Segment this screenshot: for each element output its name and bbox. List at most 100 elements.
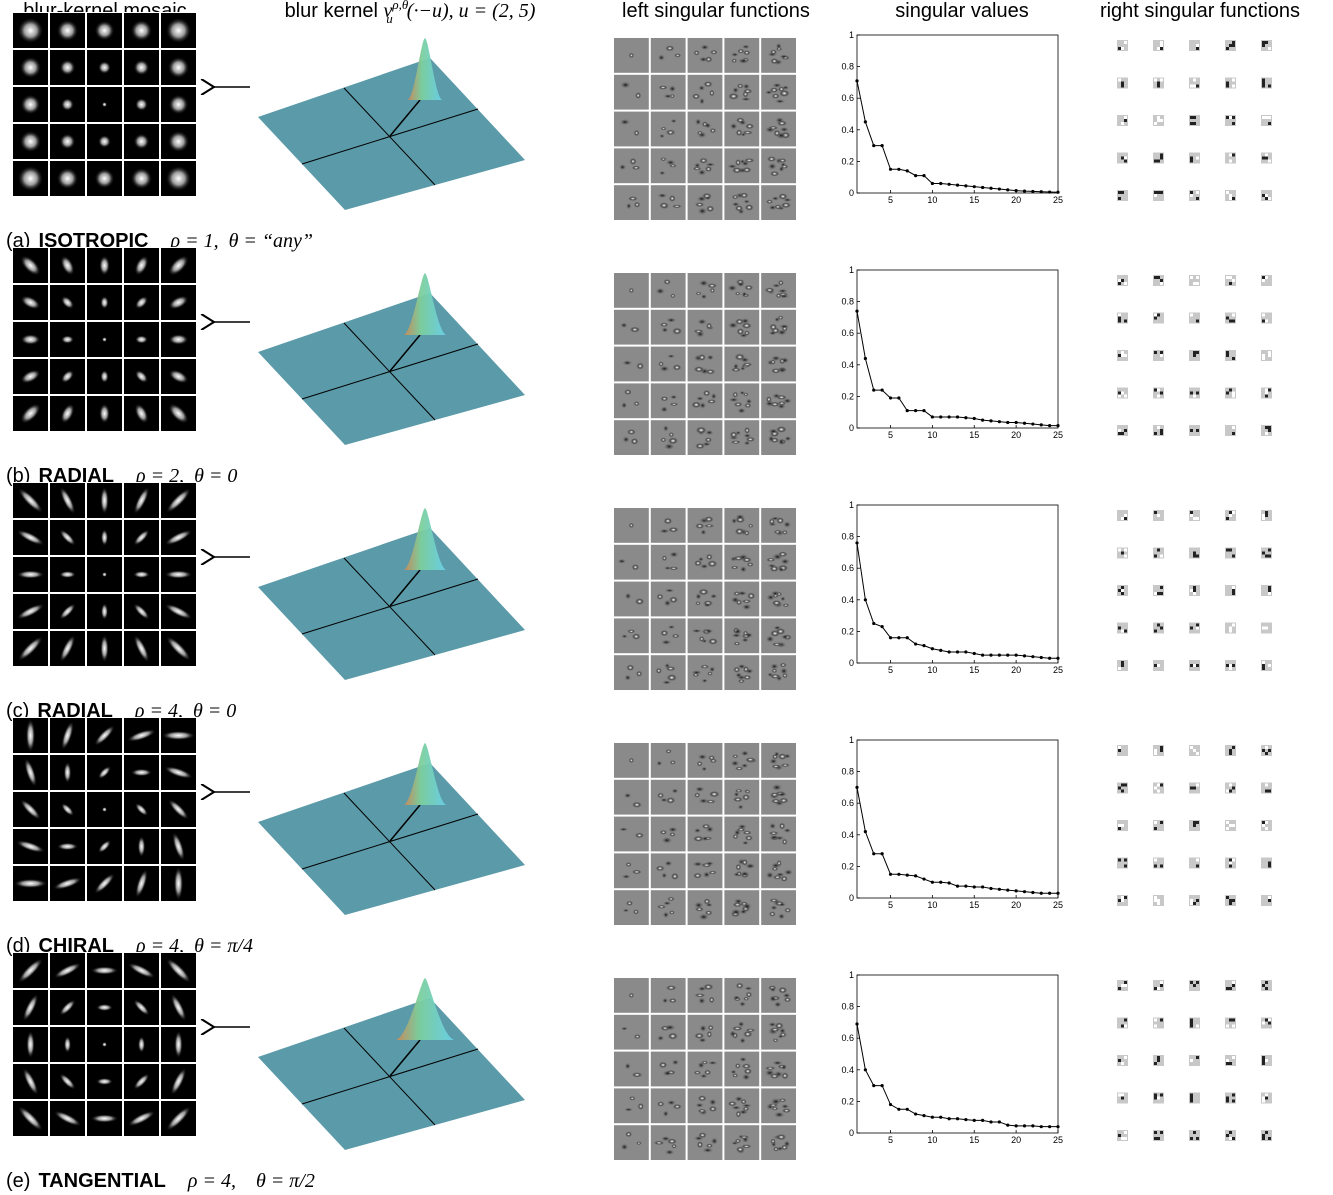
basis-lobe	[671, 1059, 679, 1065]
basis-lobe	[671, 633, 680, 638]
right-basis-cell	[1118, 827, 1121, 830]
right-basis-cell	[1262, 1137, 1265, 1140]
singular-value-point	[906, 873, 909, 876]
right-basis-cell	[1232, 116, 1235, 119]
basis-lobe	[670, 119, 677, 124]
basis-lobe	[695, 443, 706, 450]
basis-lobe	[735, 672, 743, 678]
singular-value-point	[998, 654, 1001, 657]
right-basis-cell	[1154, 555, 1157, 558]
basis-lobe	[780, 1104, 789, 1109]
mosaic-blur	[131, 769, 153, 777]
basis-cell	[761, 545, 796, 580]
right-basis-cell	[1232, 154, 1235, 157]
singular-value-point	[1023, 890, 1026, 893]
right-basis-cell	[1160, 79, 1163, 82]
singular-value-point	[864, 357, 867, 360]
plot-frame	[857, 505, 1058, 663]
right-basis-cell	[1196, 85, 1199, 88]
basis-lobe	[698, 997, 706, 1005]
page: blur-kernel mosaic blur kernel vρ,θu(·−u…	[0, 0, 1333, 1195]
singular-value-point	[1048, 892, 1051, 895]
x-tick-label: 20	[1011, 900, 1021, 910]
basis-cell	[724, 185, 759, 220]
basis-lobe	[655, 287, 665, 294]
basis-lobe	[778, 903, 787, 907]
y-tick-label: 0.2	[841, 391, 854, 401]
basis-lobe	[621, 634, 628, 638]
singular-value-point	[1015, 1124, 1018, 1127]
basis-lobe	[695, 396, 704, 401]
right-basis-cell	[1268, 85, 1271, 88]
singular-value-point	[964, 885, 967, 888]
right-basis-cell	[1121, 1097, 1124, 1100]
right-basis-cell	[1226, 827, 1229, 830]
basis-lobe	[708, 791, 720, 798]
basis-lobe	[703, 629, 714, 633]
singular-value-point	[973, 885, 976, 888]
x-tick-label: 25	[1053, 430, 1063, 440]
singular-value-point	[1006, 188, 1009, 191]
right-basis-cell	[1229, 667, 1232, 670]
singular-value-point	[922, 644, 925, 647]
basis-lobe	[693, 1070, 701, 1075]
basis-lobe	[631, 801, 642, 808]
basis-cell	[688, 420, 723, 455]
basis-spot	[628, 52, 634, 58]
right-basis-cell	[1196, 320, 1199, 323]
basis-cell	[688, 38, 723, 73]
basis-lobe	[664, 1024, 676, 1031]
figure: blur-kernel mosaic blur kernel vρ,θu(·−u…	[0, 0, 1333, 1195]
singular-value-point	[906, 1108, 909, 1111]
singular-value-point	[897, 873, 900, 876]
right-basis-cell	[1124, 282, 1127, 285]
right-basis-cell	[1154, 752, 1157, 755]
right-basis-cell	[1232, 1137, 1235, 1140]
y-tick-label: 0.4	[841, 830, 854, 840]
right-basis-cell	[1124, 514, 1127, 517]
right-basis-cell	[1121, 824, 1124, 827]
singular-value-point	[889, 396, 892, 399]
singular-value-point	[914, 1112, 917, 1115]
mosaic-blur	[59, 571, 76, 578]
right-basis-cell	[1124, 984, 1127, 987]
right-basis-cell	[1268, 354, 1271, 357]
basis-lobe	[619, 164, 627, 171]
right-basis-cell	[1226, 1062, 1229, 1065]
mosaic-blur	[102, 102, 107, 107]
right-basis-cell	[1154, 1131, 1157, 1134]
basis-lobe	[691, 93, 700, 100]
basis-lobe	[735, 1110, 741, 1118]
right-basis-cell	[1229, 116, 1232, 119]
basis-lobe	[745, 668, 754, 674]
basis-lobe	[667, 1032, 678, 1040]
right-basis-cell	[1160, 749, 1163, 752]
right-basis-cell	[1268, 47, 1271, 50]
basis-lobe	[709, 666, 716, 673]
right-basis-cell	[1262, 357, 1265, 360]
right-basis-cell	[1265, 784, 1268, 787]
basis-cell	[651, 347, 686, 382]
right-basis-cell	[1268, 122, 1271, 125]
right-basis-cell	[1196, 627, 1199, 630]
y-tick-label: 0.6	[841, 563, 854, 573]
singular-value-point	[939, 182, 942, 185]
basis-lobe	[659, 830, 667, 835]
right-basis-cell	[1265, 1094, 1268, 1097]
basis-lobe	[742, 830, 752, 835]
basis-lobe	[657, 1101, 665, 1107]
basis-lobe	[736, 281, 745, 287]
basis-cell	[688, 75, 723, 110]
basis-cell	[724, 347, 759, 382]
y-tick-label: 0.6	[841, 1033, 854, 1043]
basis-lobe	[662, 1070, 672, 1076]
right-basis-cell	[1157, 160, 1160, 163]
right-basis-cell	[1157, 664, 1160, 667]
right-basis-cell	[1226, 47, 1229, 50]
right-basis-cell	[1232, 392, 1235, 395]
right-basis-cell	[1190, 981, 1193, 984]
basis-cell	[761, 148, 796, 183]
right-basis-cell	[1121, 586, 1124, 589]
singular-value-point	[872, 388, 875, 391]
basis-lobe	[668, 432, 674, 438]
